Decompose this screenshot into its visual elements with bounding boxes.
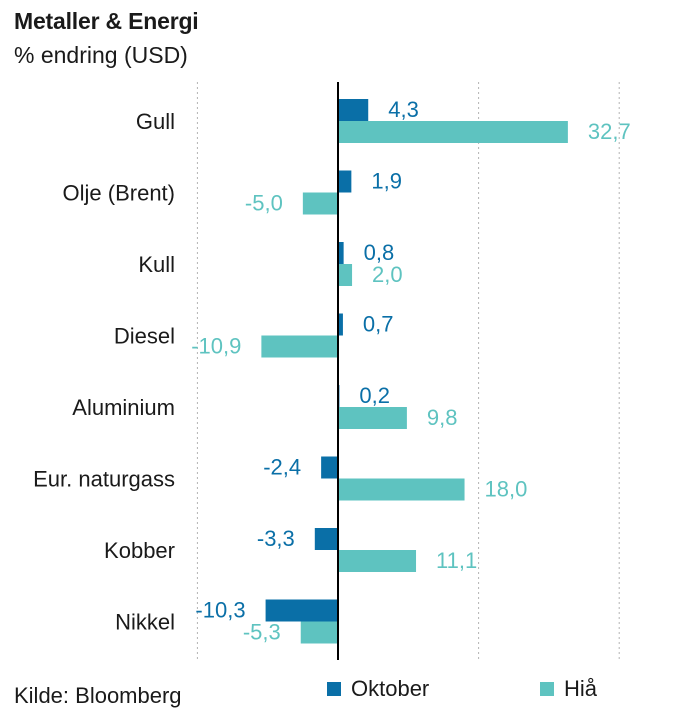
- bar-hia: [338, 407, 407, 429]
- bar-hia: [338, 550, 417, 572]
- category-label: Kobber: [104, 538, 175, 563]
- bar-hia: [338, 264, 353, 286]
- chart-subtitle: % endring (USD): [14, 42, 188, 68]
- category-label: Nikkel: [115, 609, 175, 634]
- data-label: 1,9: [371, 168, 402, 193]
- legend-label-oktober: Oktober: [351, 676, 430, 701]
- bar-oktober: [321, 456, 338, 479]
- bar-oktober: [265, 599, 338, 622]
- chart-title: Metaller & Energi: [14, 8, 199, 34]
- legend-swatch-hia: [540, 682, 554, 696]
- bar-oktober: [338, 99, 369, 121]
- category-label: Olje (Brent): [63, 180, 175, 205]
- legend-item-oktober: Oktober: [327, 676, 429, 702]
- bar-hia: [300, 621, 338, 644]
- data-label: -10,3: [195, 597, 245, 622]
- category-label: Eur. naturgass: [33, 466, 175, 491]
- bar-oktober: [314, 528, 338, 550]
- data-label: 0,7: [363, 311, 394, 336]
- legend-label-hia: Hiå: [564, 676, 598, 701]
- bar-hia: [261, 335, 338, 358]
- category-label: Kull: [138, 252, 175, 277]
- data-label: -5,0: [245, 190, 283, 215]
- bar-oktober: [338, 242, 344, 264]
- data-label: 32,7: [588, 119, 631, 144]
- data-label: 0,2: [359, 383, 390, 408]
- data-label: -2,4: [263, 454, 301, 479]
- data-label: -5,3: [243, 619, 281, 644]
- source-note: Kilde: Bloomberg: [14, 683, 182, 708]
- data-label: 0,8: [364, 240, 395, 265]
- bar-oktober: [338, 170, 352, 193]
- bar-oktober: [338, 313, 343, 336]
- data-label: 2,0: [372, 262, 403, 287]
- legend-swatch-oktober: [327, 682, 341, 696]
- data-label: 18,0: [485, 476, 528, 501]
- legend-item-hia: Hiå: [540, 676, 597, 702]
- bar-hia: [338, 478, 465, 501]
- data-label: 9,8: [427, 405, 458, 430]
- data-label: -3,3: [257, 526, 295, 551]
- category-label: Diesel: [114, 323, 175, 348]
- category-label: Gull: [136, 109, 175, 134]
- bar-hia: [302, 192, 338, 215]
- data-label: 11,1: [436, 548, 477, 573]
- bar-hia: [338, 121, 568, 143]
- data-label: 4,3: [388, 97, 419, 122]
- category-label: Aluminium: [72, 395, 175, 420]
- data-label: -10,9: [191, 333, 241, 358]
